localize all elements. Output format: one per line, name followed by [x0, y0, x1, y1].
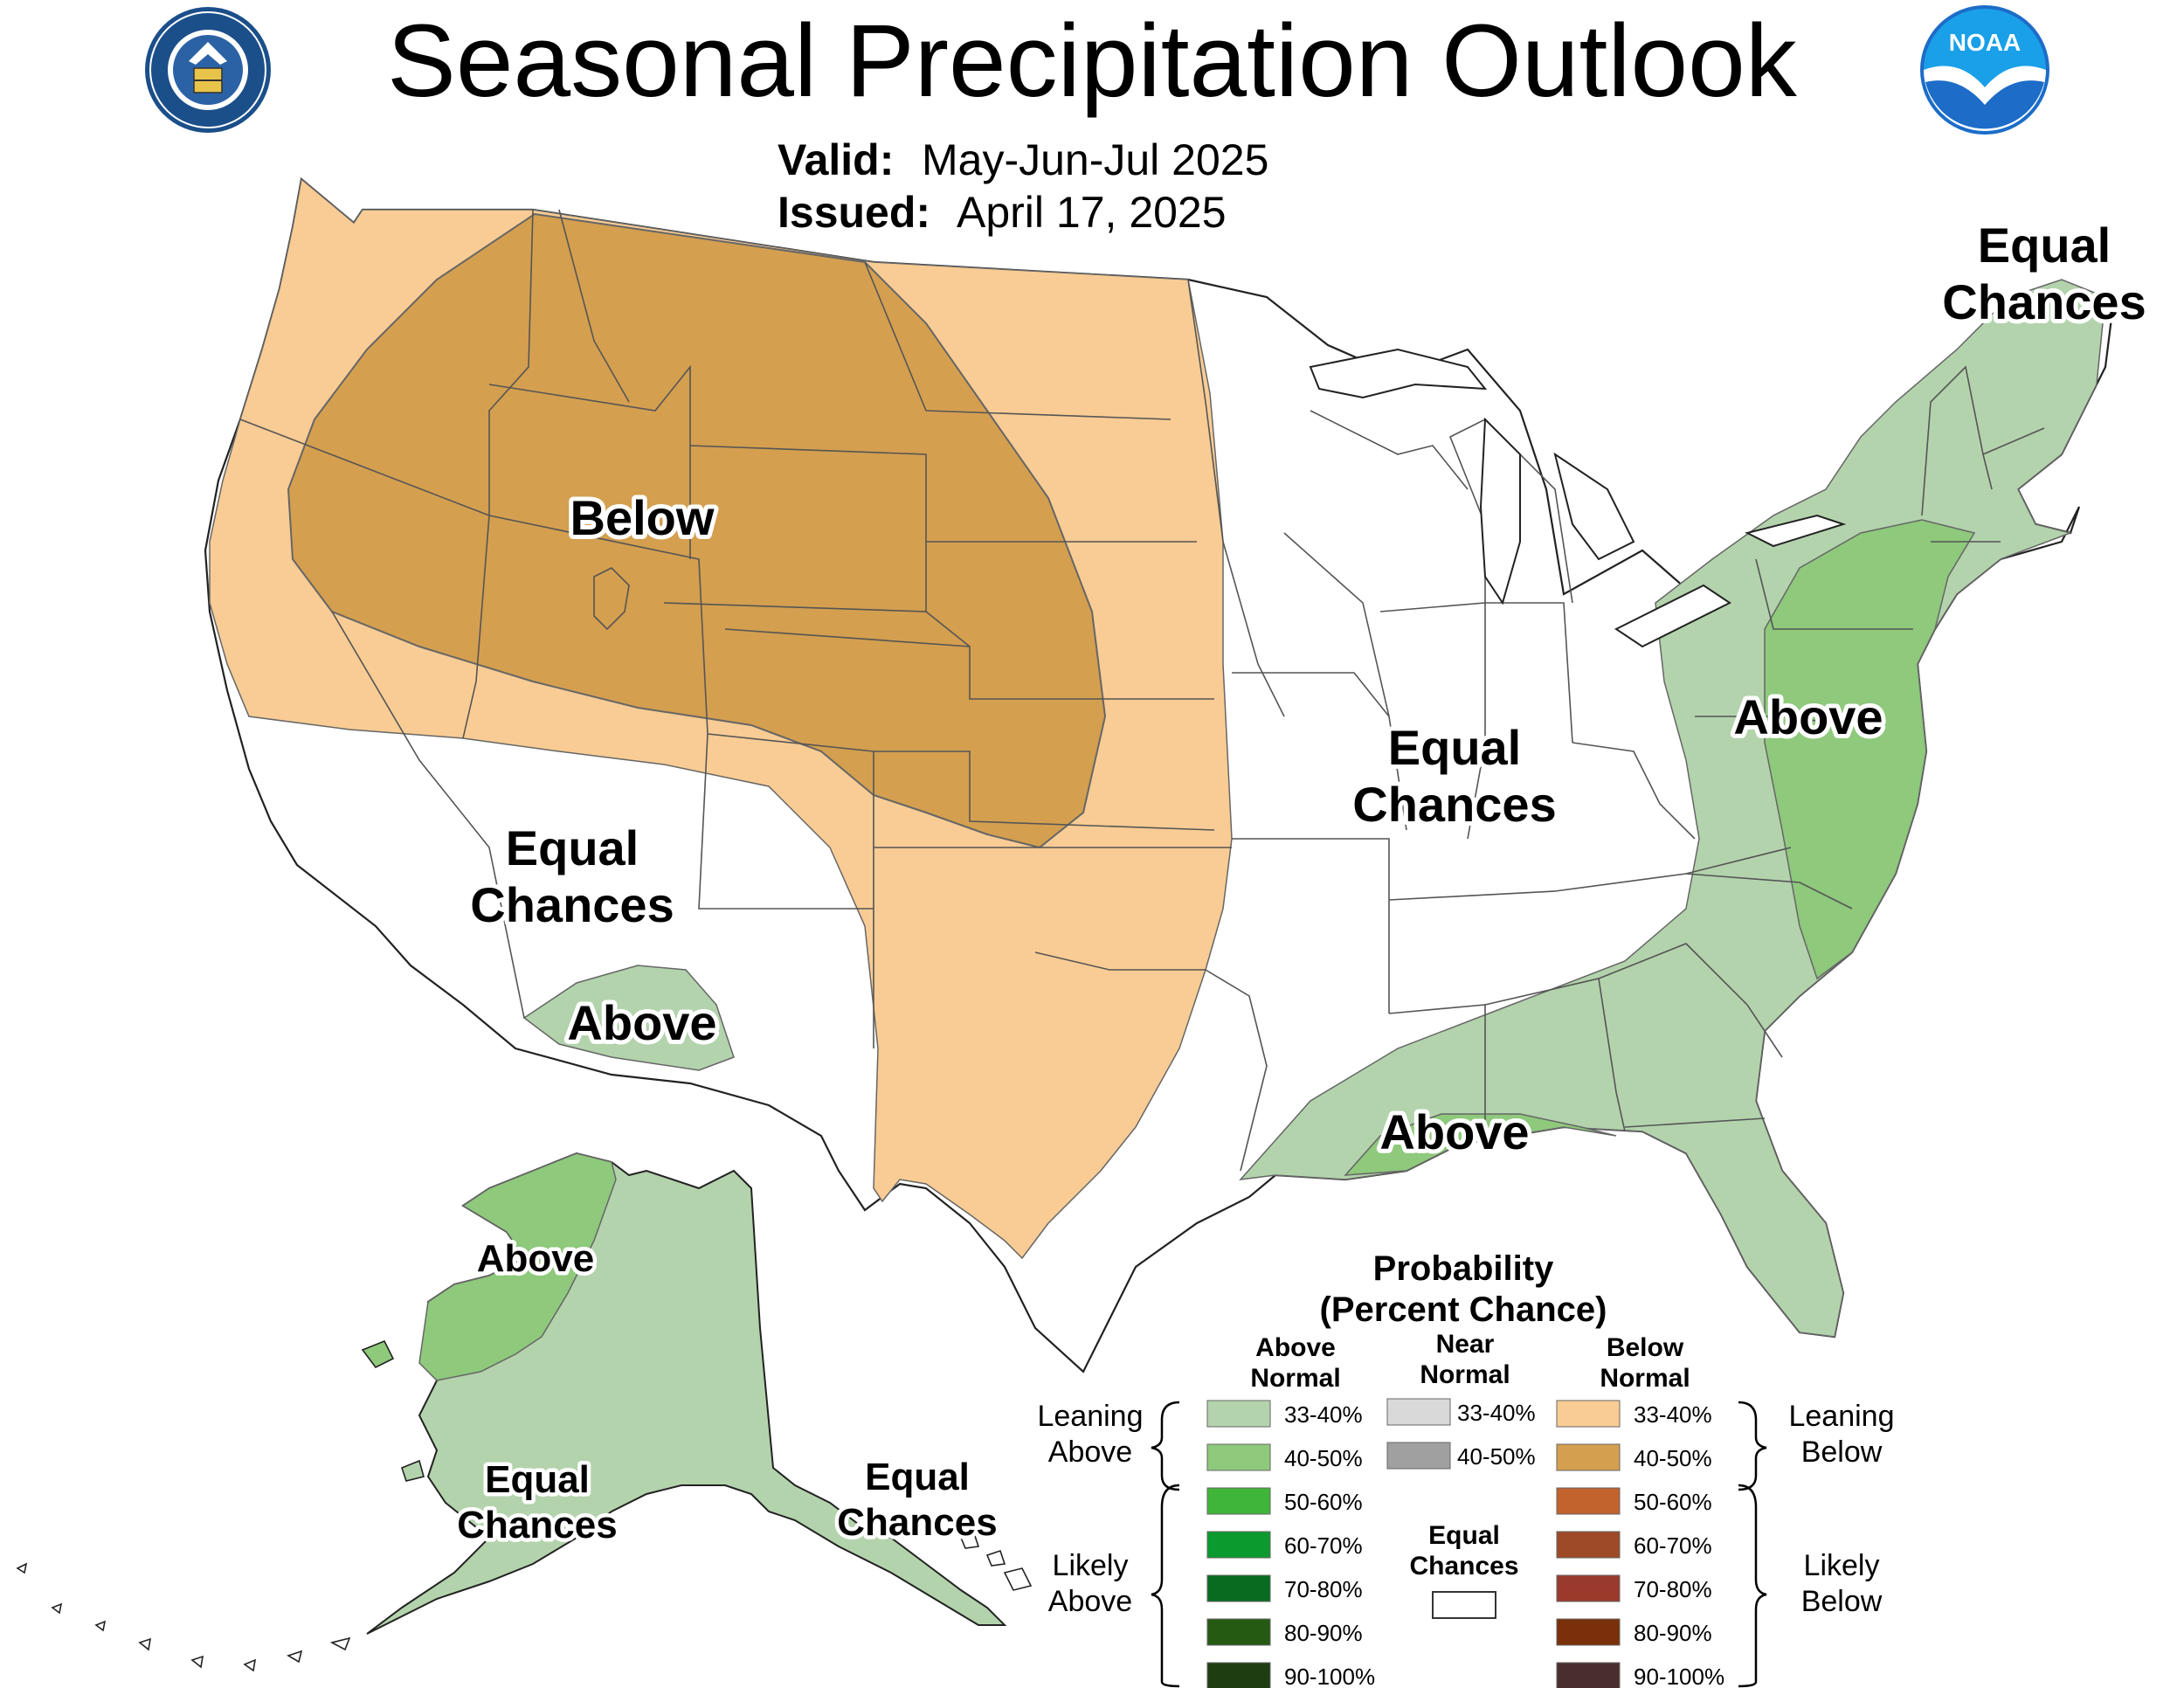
region-label-below-west: Below [570, 490, 715, 545]
legend-below-label-7: 90-100% [1634, 1664, 1724, 1688]
legend-near-label-1: 33-40% [1457, 1400, 1536, 1426]
west-below-40-50-area [287, 212, 1107, 849]
legend-col-below-line1: Below [1607, 1333, 1684, 1362]
legend-below-label-3: 50-60% [1634, 1489, 1712, 1515]
legend-below-swatches: 33-40% 40-50% 50-60% 60-70% 70-80% 80-90% 90-1… [1556, 1400, 1724, 1688]
legend-equal-chances-swatch [1432, 1591, 1496, 1619]
region-label-ec-panhandle-line1: Equal [865, 1456, 970, 1498]
legend-leaning-above-line2: Above [1048, 1435, 1132, 1469]
great-salt-lake [593, 567, 630, 631]
alaska-above-area [418, 1152, 617, 1381]
legend-below-swatch-5 [1556, 1574, 1621, 1602]
region-label-ec-central-line1: Equal [1388, 720, 1521, 775]
region-label-ec-southwest-line1: Equal [506, 820, 639, 875]
brace-likely-below [1738, 1484, 1767, 1688]
legend-likely-below-line1: Likely [1804, 1549, 1880, 1582]
legend-col-near-line2: Normal [1420, 1360, 1510, 1389]
region-label-ec-northeast-line2: Chances [1942, 274, 2146, 329]
legend-below-swatch-1 [1556, 1400, 1621, 1428]
issued-value: April 17, 2025 [957, 188, 1227, 237]
legend-above-swatch-5 [1206, 1574, 1271, 1602]
legend-near-swatches: 33-40% 40-50% [1386, 1398, 1536, 1470]
legend-above-swatch-7 [1206, 1662, 1271, 1688]
legend-below-swatch-7 [1556, 1662, 1621, 1688]
brace-leaning-below [1738, 1401, 1767, 1491]
legend-near-swatch-1 [1386, 1398, 1451, 1426]
region-label-ec-central-line2: Chances [1352, 777, 1556, 832]
brace-leaning-above [1151, 1401, 1180, 1491]
legend-near-swatch-2 [1386, 1442, 1451, 1470]
legend-equal-chances-line1: Equal [1428, 1521, 1500, 1550]
department-of-commerce-seal [145, 7, 271, 133]
legend-above-label-4: 60-70% [1284, 1532, 1363, 1559]
region-label-above-mid-atlantic: Above [1733, 689, 1883, 744]
legend-below-label-4: 60-70% [1634, 1532, 1712, 1559]
legend-above-label-1: 33-40% [1284, 1401, 1363, 1428]
legend-above-label-2: 40-50% [1284, 1445, 1363, 1471]
legend-leaning-below-line2: Below [1801, 1435, 1883, 1469]
legend-col-above-line1: Above [1255, 1333, 1336, 1362]
legend-below-label-2: 40-50% [1634, 1445, 1712, 1471]
region-label-above-arizona: Above [567, 995, 716, 1050]
legend-above-swatches: 33-40% 40-50% 50-60% 60-70% 70-80% 80-90% 90-1… [1206, 1400, 1375, 1688]
alaska-islands [16, 1339, 1033, 1672]
legend-above-label-5: 70-80% [1284, 1576, 1363, 1602]
svg-text:NOAA: NOAA [1949, 29, 2021, 56]
legend: Probability (Percent Chance) Above Norma… [1037, 1249, 1895, 1688]
legend-leaning-above-line1: Leaning [1037, 1400, 1143, 1433]
legend-col-below-line2: Normal [1600, 1364, 1690, 1393]
legend-col-near-line1: Near [1436, 1330, 1495, 1359]
legend-below-swatch-2 [1556, 1443, 1621, 1471]
arizona-above-area [522, 965, 735, 1071]
legend-likely-above-line1: Likely [1053, 1549, 1129, 1582]
region-label-ec-alaska-line2: Chances [457, 1504, 617, 1546]
mid-atlantic-above-area [1764, 519, 1976, 980]
legend-above-label-7: 90-100% [1284, 1664, 1375, 1688]
brace-likely-above [1151, 1484, 1180, 1688]
legend-above-label-6: 80-90% [1284, 1620, 1363, 1646]
legend-below-label-6: 80-90% [1634, 1620, 1712, 1646]
legend-above-label-3: 50-60% [1284, 1489, 1363, 1515]
legend-likely-above-line2: Above [1048, 1585, 1132, 1618]
legend-above-swatch-6 [1206, 1618, 1271, 1646]
legend-above-swatch-2 [1206, 1443, 1271, 1471]
valid-label: Valid: [778, 135, 894, 184]
great-lakes [1309, 348, 1847, 648]
legend-above-swatch-3 [1206, 1487, 1271, 1515]
noaa-logo: NOAA [1920, 5, 2049, 135]
legend-likely-below-line2: Below [1801, 1585, 1883, 1618]
legend-equal-chances-line2: Chances [1409, 1552, 1518, 1581]
region-label-above-alaska: Above [477, 1237, 594, 1280]
issued-label: Issued: [778, 188, 930, 237]
legend-below-swatch-6 [1556, 1618, 1621, 1646]
alaska-leaning-above-area [366, 1152, 1007, 1635]
region-label-ec-northeast-line1: Equal [1978, 218, 2111, 273]
legend-below-label-5: 70-80% [1634, 1576, 1712, 1602]
legend-col-above-line2: Normal [1250, 1364, 1340, 1393]
region-label-above-gulf: Above [1379, 1104, 1529, 1159]
legend-above-swatch-1 [1206, 1400, 1271, 1428]
region-label-ec-southwest-line2: Chances [470, 877, 674, 932]
legend-leaning-below-line1: Leaning [1788, 1400, 1894, 1433]
gulf-above-area [1344, 1113, 1617, 1176]
page-title: Seasonal Precipitation Outlook [387, 3, 1798, 119]
legend-below-label-1: 33-40% [1634, 1401, 1712, 1428]
valid-value: May-Jun-Jul 2025 [922, 135, 1268, 184]
region-label-ec-panhandle-line2: Chances [837, 1501, 997, 1544]
legend-below-swatch-3 [1556, 1487, 1621, 1515]
legend-below-swatch-4 [1556, 1531, 1621, 1559]
legend-title-line1: Probability [1373, 1249, 1554, 1288]
legend-above-swatch-4 [1206, 1531, 1271, 1559]
legend-near-label-2: 40-50% [1457, 1443, 1536, 1470]
state-borders [239, 209, 2045, 1172]
legend-title-line2: (Percent Chance) [1320, 1290, 1607, 1329]
region-label-ec-alaska-line1: Equal [485, 1458, 590, 1501]
